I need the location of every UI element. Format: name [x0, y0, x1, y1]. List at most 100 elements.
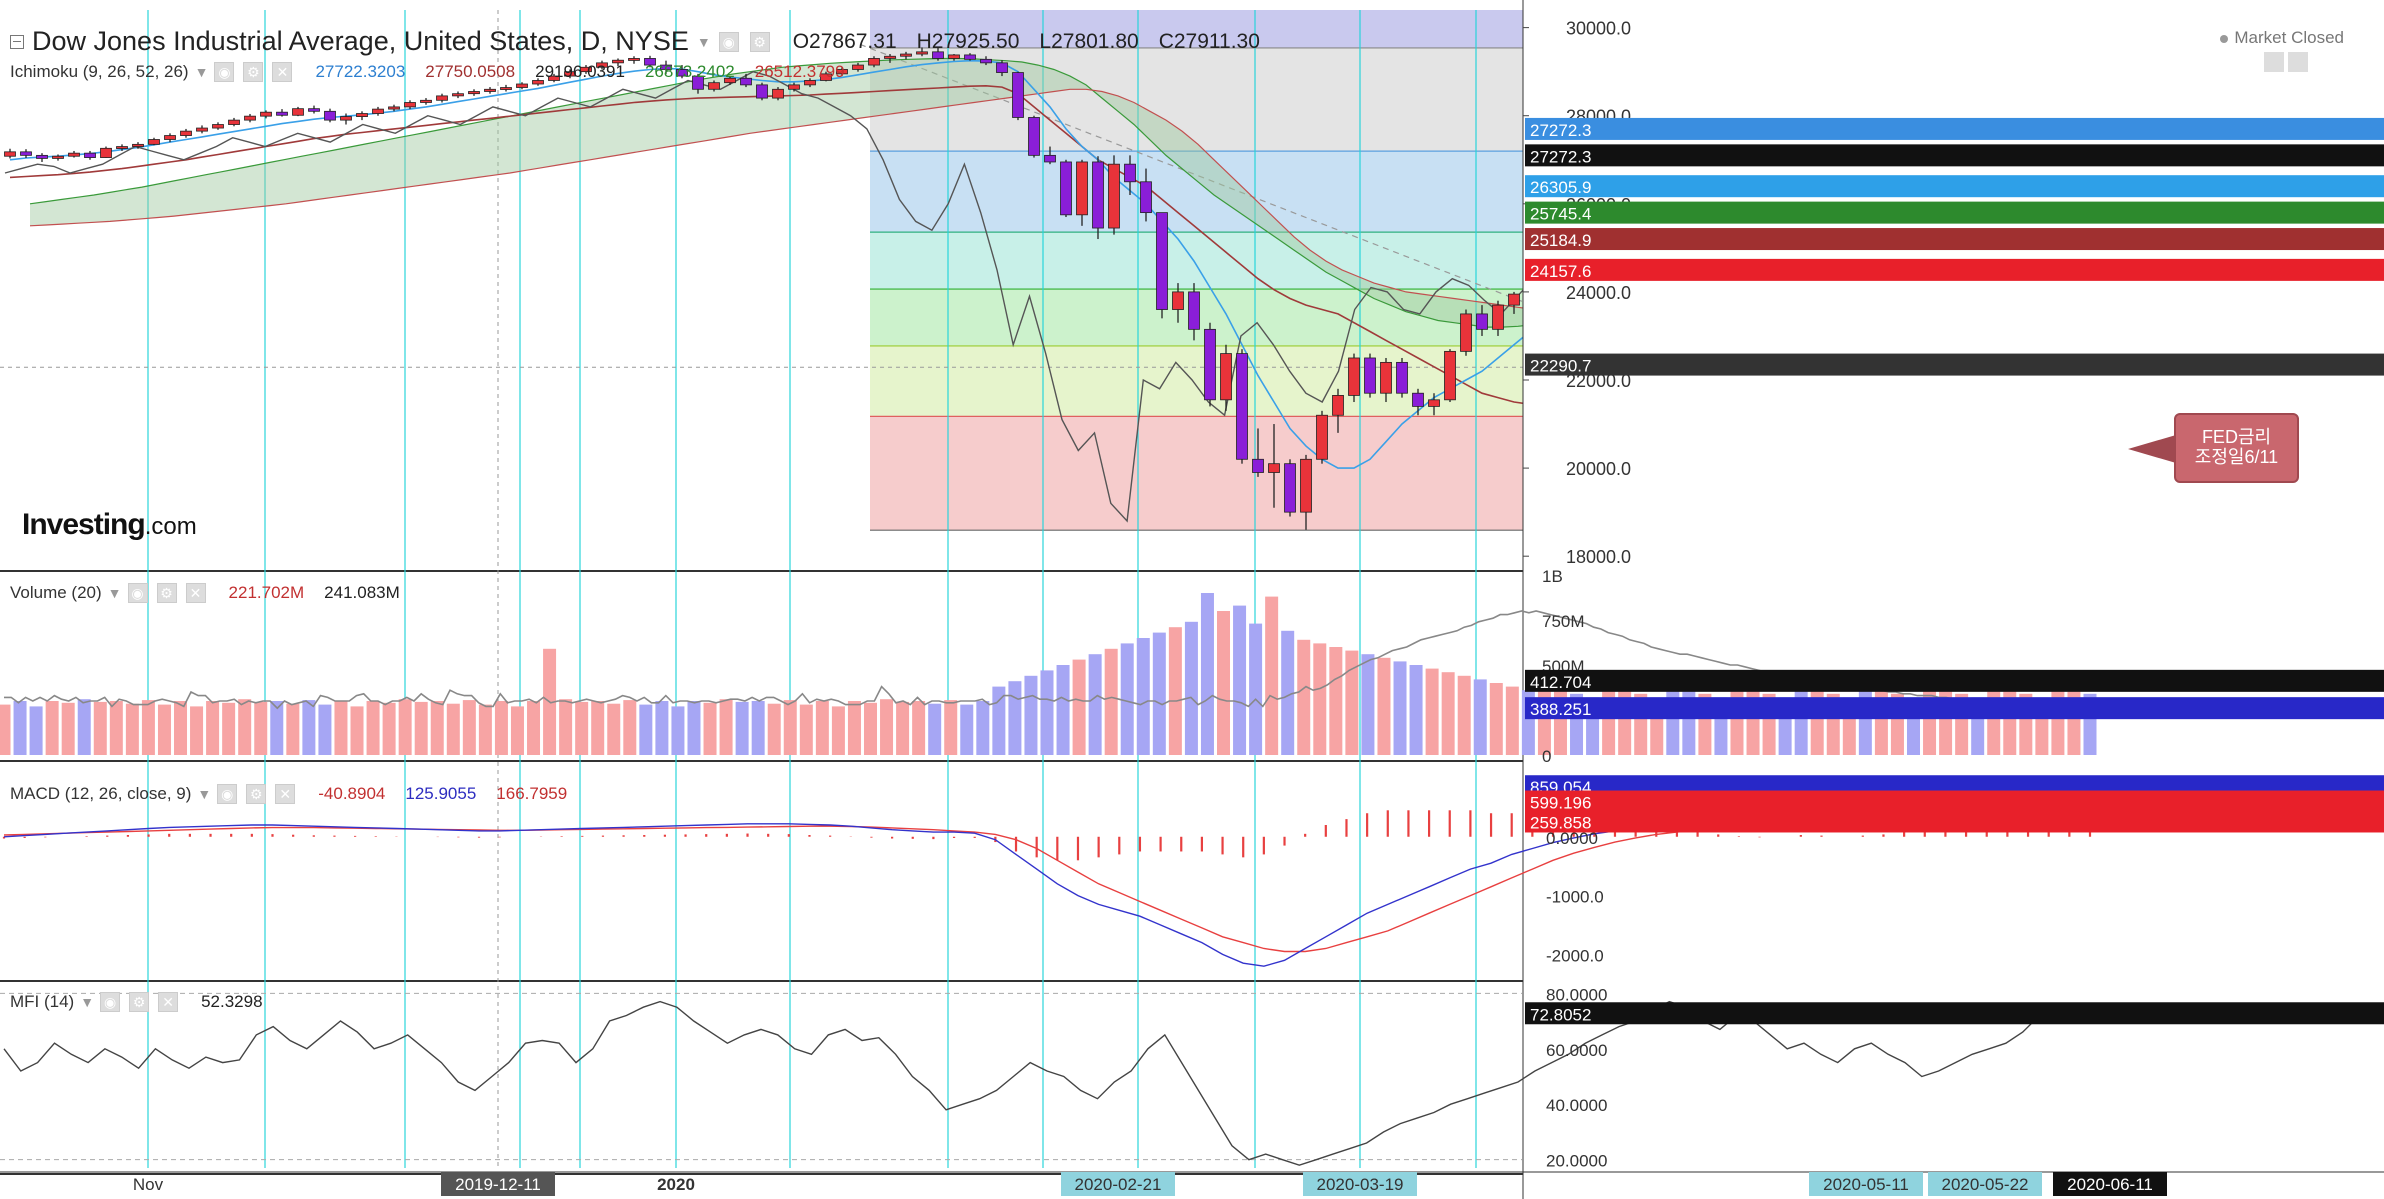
eye-icon[interactable]: ◉	[127, 583, 148, 603]
candle-body	[68, 152, 80, 157]
candle-body	[932, 51, 944, 59]
trend-line	[859, 43, 2111, 531]
candle-body	[212, 124, 224, 129]
chevron-down-icon[interactable]: ▼	[80, 994, 95, 1010]
close-icon[interactable]: ✕	[272, 62, 293, 82]
volume-axis-tick-label: 0	[1542, 747, 1551, 766]
volume-bar	[944, 700, 958, 755]
volume-bar	[751, 701, 765, 755]
collapse-icon[interactable]	[10, 34, 24, 49]
volume-bar	[1072, 659, 1086, 755]
candle-body	[276, 111, 288, 116]
mfi-value-1: 52.3298	[201, 992, 263, 1011]
volume-bar	[831, 706, 845, 755]
ichimoku-value-1: 27722.3203	[315, 62, 406, 81]
price-badge-label: 22290.7	[1530, 357, 1591, 376]
candle-body	[52, 155, 64, 159]
candle-body	[1332, 395, 1344, 416]
volume-bar	[847, 701, 861, 755]
close-icon[interactable]: ✕	[158, 992, 179, 1012]
time-axis-tick-label: 2020	[657, 1175, 695, 1194]
volume-bar	[29, 706, 43, 755]
close-icon[interactable]: ✕	[185, 583, 206, 603]
volume-bar	[1441, 672, 1455, 755]
candle-body	[404, 102, 416, 108]
volume-bar	[478, 704, 492, 755]
volume-bar	[623, 700, 637, 755]
mfi-legend: MFI (14) ▼ ◉ ⚙ ✕ 52.3298	[10, 992, 263, 1012]
volume-bar	[414, 701, 428, 755]
candle-body	[356, 113, 368, 117]
candle-body	[388, 106, 400, 110]
volume-bar	[1505, 686, 1519, 755]
ichimoku-value-4: 26873.2402	[644, 62, 735, 81]
volume-bar	[960, 704, 974, 755]
close-icon[interactable]: ✕	[275, 784, 296, 804]
chevron-down-icon[interactable]: ▼	[197, 786, 212, 802]
up-arrow-icon[interactable]	[2264, 52, 2284, 72]
eye-icon[interactable]: ◉	[718, 31, 739, 52]
volume-bar	[767, 703, 781, 755]
price-axis-tick-label: 24000.0	[1566, 283, 1631, 303]
time-axis-tick-label: 2020-03-19	[1317, 1175, 1404, 1194]
chevron-down-icon[interactable]: ▼	[107, 585, 122, 601]
candle-body	[228, 119, 240, 125]
volume-bar	[1217, 611, 1231, 755]
callout-line-2: 조정일6/11	[2194, 447, 2279, 467]
volume-bar	[687, 701, 701, 755]
volume-bar	[976, 701, 990, 755]
gear-icon[interactable]: ⚙	[156, 583, 177, 603]
chevron-down-icon[interactable]: ▼	[194, 64, 209, 80]
volume-bar	[254, 701, 268, 755]
gear-icon[interactable]: ⚙	[129, 992, 150, 1012]
candle-body	[612, 59, 624, 64]
price-axis-tick-label: 18000.0	[1566, 547, 1631, 567]
volume-bar	[1152, 632, 1166, 755]
macd-value-1: -40.8904	[318, 784, 386, 803]
eye-icon[interactable]: ◉	[100, 992, 121, 1012]
volume-bar	[61, 702, 75, 755]
candle-body	[84, 152, 96, 158]
volume-bar	[302, 700, 316, 755]
volume-bar	[1794, 686, 1808, 755]
eye-icon[interactable]: ◉	[214, 62, 235, 82]
volume-bar	[575, 701, 589, 755]
volume-bar	[671, 706, 685, 755]
maximize-icon[interactable]	[2288, 52, 2308, 72]
eye-icon[interactable]: ◉	[217, 784, 238, 804]
gear-icon[interactable]: ⚙	[246, 784, 267, 804]
volume-bar	[1249, 623, 1263, 755]
candle-body	[1124, 163, 1136, 183]
volume-bar	[1473, 679, 1487, 755]
candle-body	[596, 62, 608, 68]
volume-bar	[1313, 643, 1327, 755]
candle-body	[196, 127, 208, 132]
gear-icon[interactable]: ⚙	[243, 62, 264, 82]
gear-icon[interactable]: ⚙	[749, 31, 770, 52]
candle-body	[740, 77, 752, 86]
volume-bar	[430, 701, 444, 755]
chevron-down-icon[interactable]: ▼	[696, 33, 711, 50]
price-badge	[1525, 228, 2384, 251]
candle-body	[1364, 357, 1376, 394]
logo-brand: Investing	[22, 508, 146, 541]
candle-body	[788, 84, 800, 90]
candle-body	[1076, 161, 1088, 216]
volume-bar	[880, 699, 894, 755]
candle-body	[564, 71, 576, 77]
volume-bar	[174, 701, 188, 755]
candle-body	[964, 54, 976, 60]
candle-body	[884, 55, 896, 59]
ohlc-low: L27801.80	[1039, 29, 1139, 53]
volume-bar	[655, 701, 669, 755]
volume-bar	[1425, 668, 1439, 755]
ichimoku-label: Ichimoku (9, 26, 52, 26)	[10, 62, 189, 81]
volume-bar	[109, 701, 123, 755]
mfi-axis-tick-label: 60.0000	[1546, 1041, 1607, 1060]
candle-body	[1204, 328, 1216, 401]
volume-bar	[190, 706, 204, 755]
price-axis-tick-label: 20000.0	[1566, 459, 1631, 479]
candle-body	[1220, 353, 1232, 401]
